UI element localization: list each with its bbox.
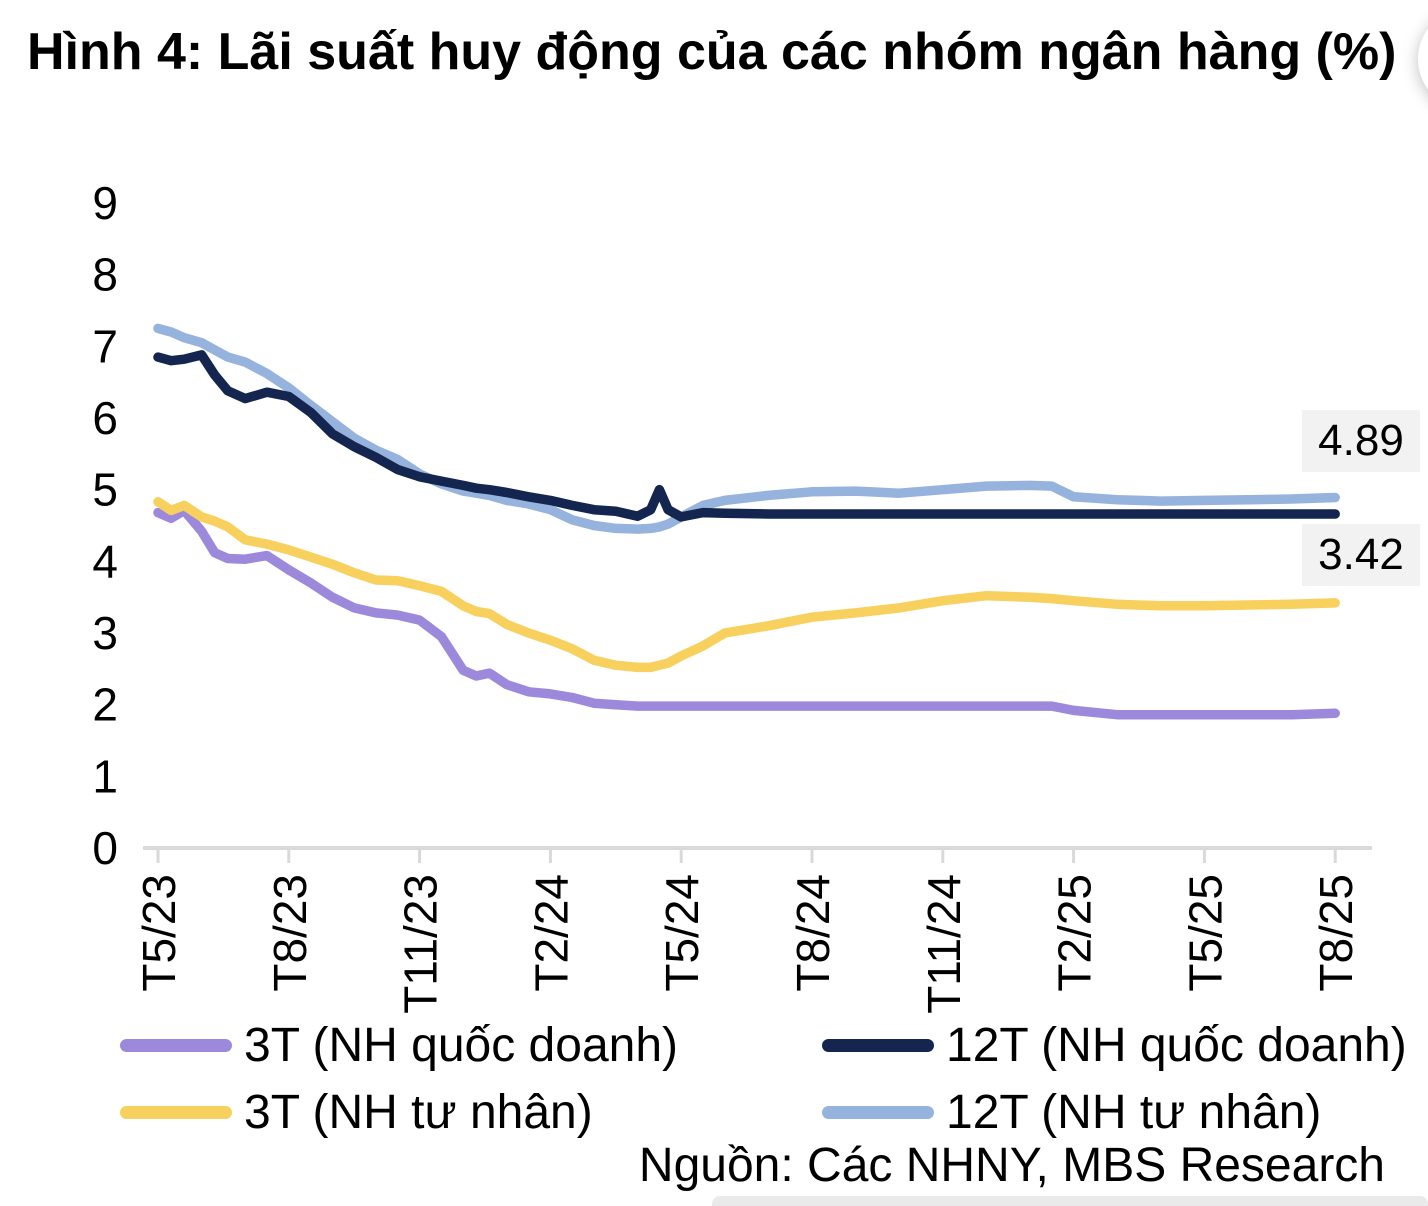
legend-swatch-12t-quoc-doanh xyxy=(822,1038,934,1052)
x-tick-label: T8/23 xyxy=(264,874,316,992)
floating-action-button[interactable] xyxy=(1418,7,1428,111)
y-tick-label: 5 xyxy=(92,464,118,516)
series-line-3t-quoc-doanh xyxy=(153,505,1340,720)
x-tick-label: T5/25 xyxy=(1179,874,1231,992)
y-tick-label: 6 xyxy=(92,392,118,444)
legend-swatch-12t-tu-nhan xyxy=(822,1105,934,1119)
legend-label: 3T (NH tư nhân) xyxy=(244,1085,593,1139)
legend-label: 12T (NH tư nhân) xyxy=(946,1085,1322,1139)
x-tick-label: T8/24 xyxy=(787,874,839,992)
y-tick-label: 0 xyxy=(92,822,118,874)
end-value-label-3t-tu-nhan: 3.42 xyxy=(1302,524,1420,586)
y-tick-label: 3 xyxy=(92,607,118,659)
y-tick-label: 1 xyxy=(92,750,118,802)
x-tick-label: T2/24 xyxy=(525,874,577,992)
legend-swatch-3t-tu-nhan xyxy=(120,1105,232,1119)
y-tick-label: 7 xyxy=(92,320,118,372)
series-line-12t-tu-nhan xyxy=(153,323,1340,534)
x-tick-label: T8/25 xyxy=(1310,874,1362,992)
x-tick-label: T5/23 xyxy=(133,874,185,992)
next-card-top-edge xyxy=(712,1196,1428,1206)
legend-item-3t-tu-nhan: 3T (NH tư nhân) xyxy=(120,1083,593,1141)
y-tick-label: 4 xyxy=(92,535,118,587)
y-tick-label: 9 xyxy=(92,177,118,229)
legend-label: 3T (NH quốc doanh) xyxy=(244,1018,679,1072)
end-value-label-12t-tu-nhan: 4.89 xyxy=(1302,410,1420,472)
y-tick-label: 8 xyxy=(92,249,118,301)
legend-item-3t-quoc-doanh: 3T (NH quốc doanh) xyxy=(120,1016,678,1074)
chart-title: Hình 4: Lãi suất huy động của các nhóm n… xyxy=(27,23,1397,81)
y-tick-label: 2 xyxy=(92,679,118,731)
legend-item-12t-quoc-doanh: 12T (NH quốc doanh) xyxy=(822,1016,1407,1074)
x-tick-label: T11/24 xyxy=(918,874,970,1014)
legend-item-12t-tu-nhan: 12T (NH tư nhân) xyxy=(822,1083,1321,1141)
x-tick-label: T11/23 xyxy=(395,874,447,1014)
source-note: Nguồn: Các NHNY, MBS Research xyxy=(638,1139,1385,1192)
series-line-3t-tu-nhan xyxy=(153,497,1340,673)
series-line-12t-quoc-doanh xyxy=(153,350,1340,522)
x-tick-label: T2/25 xyxy=(1049,874,1101,992)
legend-label: 12T (NH quốc doanh) xyxy=(946,1018,1407,1072)
legend-swatch-3t-quoc-doanh xyxy=(120,1038,232,1052)
x-tick-label: T5/24 xyxy=(656,874,708,992)
